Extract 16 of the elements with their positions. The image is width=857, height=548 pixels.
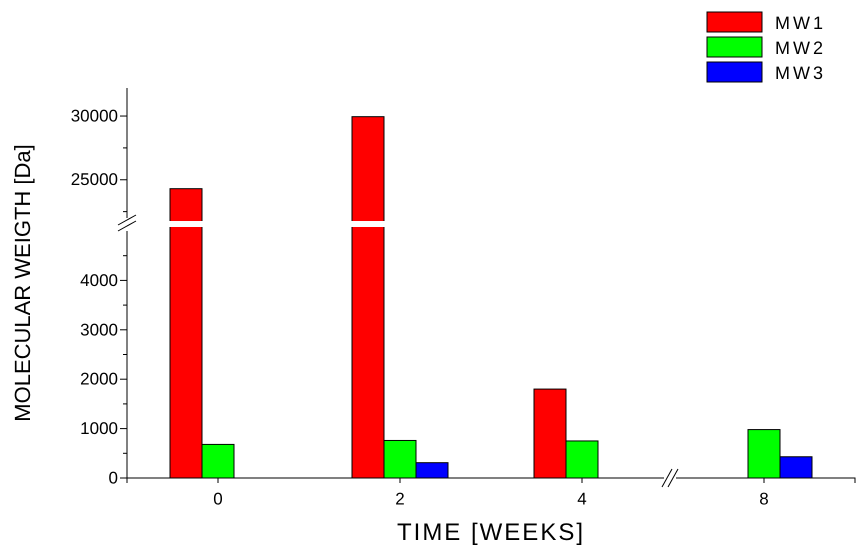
x-tick-label: 8 [759,490,769,509]
x-tick-label: 2 [395,490,405,509]
y-tick-label: 3000 [80,320,118,340]
legend-label: MW2 [775,38,826,58]
y-axis-title: MOLECULAR WEIGTH [Da] [10,144,35,422]
y-tick-label: 0 [108,468,118,488]
y-tick-label: 4000 [80,270,118,290]
x-tick-label: 0 [213,490,223,509]
y-tick-label: 25000 [70,170,118,190]
x-tick-label: 4 [577,490,587,509]
x-axis-title: TIME [WEEKS] [396,519,586,546]
y-tick-label: 2000 [80,370,118,389]
legend-label: MW1 [775,13,826,33]
legend-label: MW3 [775,63,826,83]
y-tick-label: 1000 [80,419,118,438]
y-tick-label: 30000 [70,106,118,126]
